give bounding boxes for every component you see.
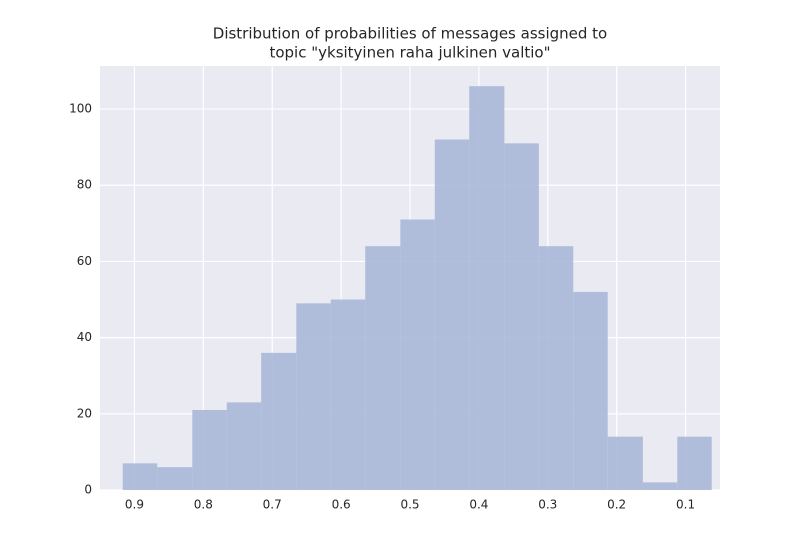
bar: [538, 246, 574, 490]
x-tick-label: 0.1: [676, 498, 695, 512]
x-tick-label: 0.4: [469, 498, 488, 512]
bar: [642, 482, 678, 490]
bar: [677, 436, 712, 490]
bar: [261, 352, 297, 490]
y-tick-label: 100: [69, 102, 92, 116]
y-tick-label: 80: [77, 178, 92, 192]
bar: [573, 291, 608, 490]
bar: [122, 463, 158, 490]
bar: [504, 143, 539, 491]
x-tick-label: 0.6: [332, 498, 351, 512]
chart-title: Distribution of probabilities of message…: [213, 25, 607, 43]
x-tick-label: 0.7: [263, 498, 282, 512]
x-tick-label: 0.5: [400, 498, 419, 512]
bar: [365, 246, 401, 490]
bar: [157, 467, 193, 490]
y-tick-label: 0: [84, 483, 92, 497]
bar: [400, 219, 435, 490]
y-tick-label: 20: [77, 406, 92, 420]
x-tick-label: 0.3: [538, 498, 557, 512]
y-tick-label: 40: [77, 330, 92, 344]
bar: [296, 303, 331, 490]
bar: [434, 139, 470, 490]
bar: [330, 299, 366, 490]
bar: [192, 410, 227, 490]
x-tick-label: 0.2: [607, 498, 626, 512]
x-tick-label: 0.9: [125, 498, 144, 512]
y-tick-label: 60: [77, 254, 92, 268]
chart-title: topic "yksityinen raha julkinen valtio": [269, 44, 550, 62]
bar: [469, 86, 505, 490]
x-tick-label: 0.8: [194, 498, 213, 512]
bar: [226, 402, 262, 490]
bar: [607, 436, 643, 490]
